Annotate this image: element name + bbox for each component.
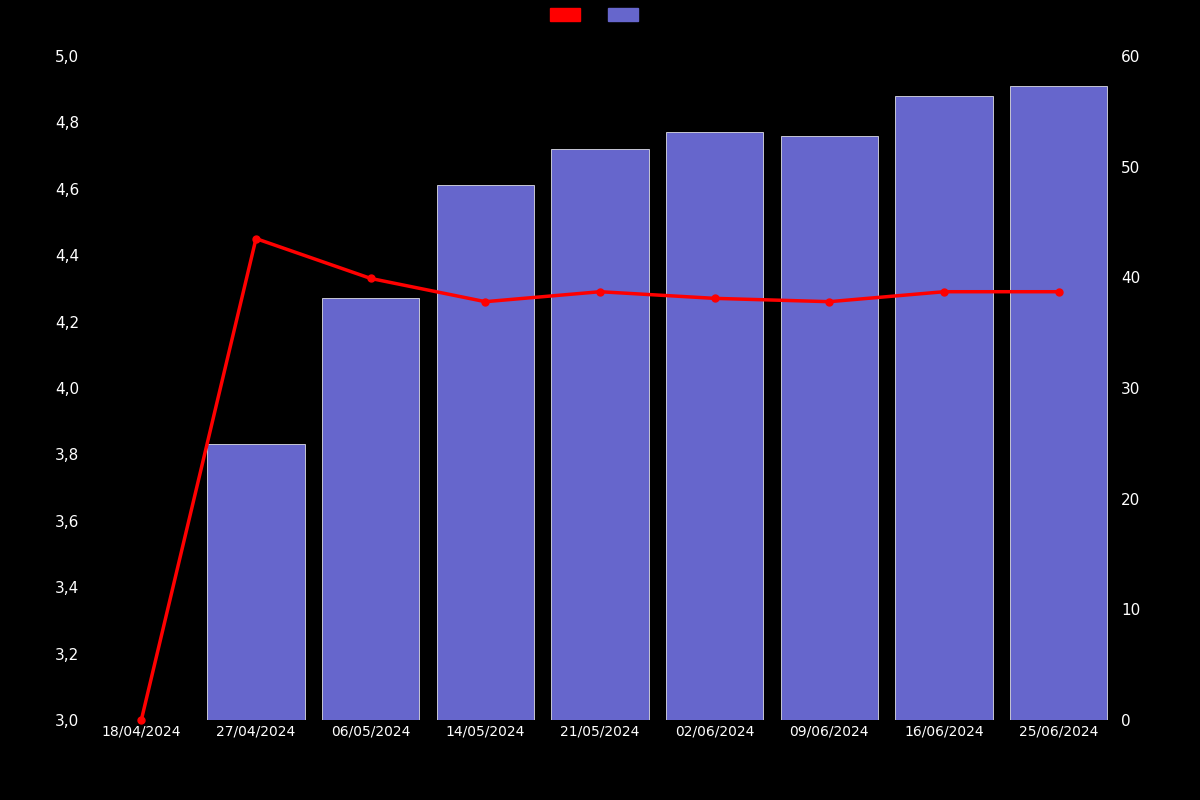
Bar — [551, 149, 649, 720]
Bar — [437, 186, 534, 720]
Bar — [1010, 86, 1108, 720]
Bar — [666, 132, 763, 720]
Legend: , : , — [550, 8, 650, 22]
Bar — [781, 136, 878, 720]
Bar — [322, 298, 420, 720]
Bar — [895, 96, 992, 720]
Bar — [208, 445, 305, 720]
